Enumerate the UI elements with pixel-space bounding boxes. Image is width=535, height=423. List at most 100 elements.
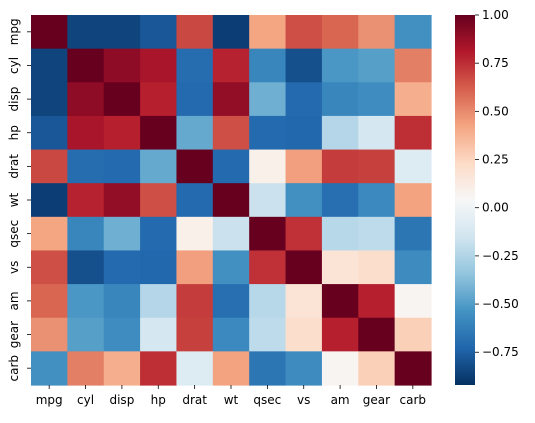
heatmap-cell-disp-gear <box>358 82 396 117</box>
heatmap-cell-gear-am <box>321 317 359 352</box>
heatmap-cell-hp-disp <box>103 115 141 151</box>
colorbar-tick-label: 1.00 <box>482 8 509 22</box>
heatmap-cell-wt-drat <box>176 183 214 218</box>
colorbar: 1.00 0.75 0.50 0.25 0.00 −0.25 −0.50 −0.75 <box>455 8 519 385</box>
heatmap-cell-mpg-hp <box>140 15 178 50</box>
heatmap-cell-hp-carb <box>394 115 432 151</box>
heatmap-cell-disp-drat <box>176 82 214 117</box>
x-tick-label: am <box>331 393 350 407</box>
heatmap-cell-vs-disp <box>103 250 141 285</box>
heatmap-cell-hp-mpg <box>31 115 68 151</box>
heatmap-cell-am-qsec <box>249 284 287 319</box>
heatmap-cell-gear-cyl <box>67 317 105 352</box>
heatmap-cell-wt-am <box>321 183 359 218</box>
y-tick-label: disp <box>7 87 21 112</box>
heatmap-cell-cyl-am <box>321 48 359 83</box>
heatmap-cell-cyl-wt <box>212 48 250 83</box>
heatmap-cell-mpg-qsec <box>249 15 287 50</box>
y-axis-ticks: mpg cyl disp hp drat wt qsec vs am gear carb <box>7 18 31 381</box>
colorbar-tick-label: −0.75 <box>482 345 519 359</box>
heatmap-cell-hp-wt <box>212 115 250 151</box>
heatmap-cell-wt-qsec <box>249 183 287 218</box>
x-tick-label: wt <box>224 393 239 407</box>
heatmap-cell-vs-wt <box>212 250 250 285</box>
heatmap-cell-qsec-vs <box>285 216 323 252</box>
y-tick-label: drat <box>7 154 21 179</box>
heatmap-cell-am-cyl <box>67 284 105 319</box>
heatmap-cell-wt-carb <box>394 183 432 218</box>
heatmap-cell-vs-carb <box>394 250 432 285</box>
heatmap-cell-vs-drat <box>176 250 214 285</box>
heatmap-cell-vs-qsec <box>249 250 287 285</box>
heatmap-cell-qsec-mpg <box>31 216 68 252</box>
y-tick-label: wt <box>7 192 21 207</box>
heatmap-cell-vs-vs <box>285 250 323 285</box>
heatmap-cell-gear-carb <box>394 317 432 352</box>
heatmap-cell-mpg-vs <box>285 15 323 50</box>
heatmap-cell-drat-wt <box>212 149 250 184</box>
heatmap-cell-qsec-carb <box>394 216 432 252</box>
colorbar-tick-label: −0.50 <box>482 297 519 311</box>
heatmap-cell-disp-wt <box>212 82 250 117</box>
heatmap-cell-wt-disp <box>103 183 141 218</box>
x-tick-label: cyl <box>77 393 94 407</box>
colorbar-ticks: 1.00 0.75 0.50 0.25 0.00 −0.25 −0.50 −0.75 <box>475 8 519 359</box>
heatmap-cell-am-mpg <box>31 284 68 319</box>
heatmap-cell-cyl-vs <box>285 48 323 83</box>
heatmap-cell-carb-carb <box>394 351 432 386</box>
x-tick-label: gear <box>363 393 390 407</box>
x-tick-label: drat <box>182 393 207 407</box>
heatmap-cell-am-drat <box>176 284 214 319</box>
heatmap-cell-hp-qsec <box>249 115 287 151</box>
heatmap-cell-drat-gear <box>358 149 396 184</box>
heatmap-cell-disp-disp <box>103 82 141 117</box>
heatmap-cell-am-wt <box>212 284 250 319</box>
heatmap-cell-vs-hp <box>140 250 178 285</box>
y-tick-label: hp <box>7 125 21 140</box>
heatmap-cell-mpg-carb <box>394 15 432 50</box>
heatmap-cell-cyl-qsec <box>249 48 287 83</box>
heatmap-cell-wt-hp <box>140 183 178 218</box>
heatmap-cell-qsec-cyl <box>67 216 105 252</box>
colorbar-tick-label: 0.00 <box>482 201 509 215</box>
heatmap-cell-disp-hp <box>140 82 178 117</box>
colorbar-tick-label: −0.25 <box>482 249 519 263</box>
heatmap-cell-gear-drat <box>176 317 214 352</box>
heatmap-cell-am-carb <box>394 284 432 319</box>
x-tick-label: vs <box>297 393 310 407</box>
heatmap-cells <box>31 15 432 386</box>
y-tick-label: cyl <box>7 57 21 74</box>
heatmap-cell-cyl-disp <box>103 48 141 83</box>
heatmap-cell-wt-mpg <box>31 183 68 218</box>
heatmap-cell-hp-gear <box>358 115 396 151</box>
heatmap-cell-hp-hp <box>140 115 178 151</box>
heatmap-cell-gear-mpg <box>31 317 68 352</box>
heatmap-cell-am-vs <box>285 284 323 319</box>
heatmap-cell-vs-cyl <box>67 250 105 285</box>
heatmap-cell-drat-carb <box>394 149 432 184</box>
heatmap-cell-cyl-drat <box>176 48 214 83</box>
heatmap-cell-drat-qsec <box>249 149 287 184</box>
heatmap-cell-mpg-drat <box>176 15 214 50</box>
heatmap-cell-drat-vs <box>285 149 323 184</box>
heatmap-cell-vs-mpg <box>31 250 68 285</box>
heatmap-cell-gear-disp <box>103 317 141 352</box>
heatmap-cell-qsec-wt <box>212 216 250 252</box>
heatmap-cell-carb-qsec <box>249 351 287 386</box>
heatmap-cell-carb-disp <box>103 351 141 386</box>
heatmap-cell-hp-vs <box>285 115 323 151</box>
heatmap-cell-cyl-cyl <box>67 48 105 83</box>
heatmap-cell-mpg-wt <box>212 15 250 50</box>
heatmap-cell-vs-gear <box>358 250 396 285</box>
heatmap-cell-vs-am <box>321 250 359 285</box>
heatmap-cell-hp-drat <box>176 115 214 151</box>
heatmap-cell-wt-gear <box>358 183 396 218</box>
heatmap-cell-qsec-disp <box>103 216 141 252</box>
heatmap-cell-mpg-cyl <box>67 15 105 50</box>
y-tick-label: vs <box>7 261 21 274</box>
heatmap-cell-drat-hp <box>140 149 178 184</box>
heatmap-cell-cyl-gear <box>358 48 396 83</box>
heatmap-cell-cyl-hp <box>140 48 178 83</box>
heatmap-cell-disp-vs <box>285 82 323 117</box>
